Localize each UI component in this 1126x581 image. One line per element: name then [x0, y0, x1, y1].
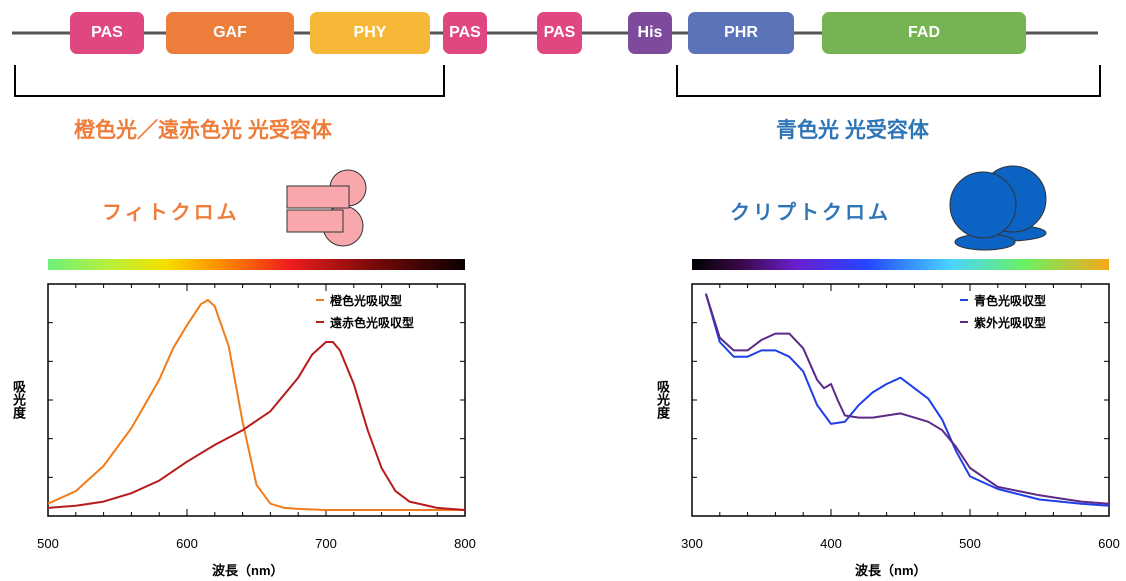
- legend-label: 青色光吸収型: [974, 293, 1047, 308]
- phytochrome-bracket: [14, 65, 445, 97]
- series-line: [704, 293, 1110, 505]
- domain-label: His: [637, 24, 663, 41]
- domain-fad: FAD: [822, 12, 1026, 54]
- series-line: [47, 341, 466, 511]
- domain-gaf: GAF: [166, 12, 294, 54]
- x-axis-label-right: 波長（nm）: [855, 563, 927, 578]
- legend-label: 橙色光吸収型: [330, 293, 403, 308]
- chart-cryptochrome: [691, 283, 1110, 517]
- x-tick-label: 800: [454, 536, 476, 551]
- series-line: [47, 299, 465, 511]
- legend-swatch: [960, 321, 968, 323]
- plot-frame: [691, 283, 1110, 517]
- x-tick-label: 500: [959, 536, 981, 551]
- x-tick-label: 700: [315, 536, 337, 551]
- cryptochrome-bracket: [676, 65, 1101, 97]
- legend-item: 紫外光吸収型: [960, 311, 1046, 333]
- x-tick-label: 600: [176, 536, 198, 551]
- domain-label: PAS: [543, 24, 576, 41]
- domain-phr: PHR: [688, 12, 794, 54]
- domain-label: PHY: [353, 24, 387, 41]
- legend-swatch: [960, 299, 968, 301]
- cryptochrome-name: クリプトクロム: [730, 202, 891, 224]
- legend-right: 青色光吸収型 紫外光吸収型: [960, 289, 1046, 333]
- domain-label: PAS: [449, 24, 481, 41]
- x-tick-label: 600: [1098, 536, 1120, 551]
- domain-label: GAF: [213, 24, 247, 41]
- domain-his: His: [628, 12, 672, 54]
- legend-label: 遠赤色光吸収型: [330, 315, 415, 330]
- cryptochrome-group-label: 青色光 光受容体: [776, 119, 929, 142]
- legend-item: 青色光吸収型: [960, 289, 1046, 311]
- domain-pas-2: PAS: [443, 12, 487, 54]
- domain-pas-3: PAS: [537, 12, 582, 54]
- domain-label: PHR: [724, 24, 758, 41]
- domain-phy: PHY: [310, 12, 430, 54]
- legend-swatch: [316, 299, 324, 301]
- legend-swatch: [316, 321, 324, 323]
- legend-label: 紫外光吸収型: [974, 315, 1047, 330]
- y-axis-label-left: 吸光度: [11, 380, 26, 419]
- x-tick-label: 500: [37, 536, 59, 551]
- phytochrome-group-label: 橙色光／遠赤色光 光受容体: [74, 119, 332, 142]
- domain-label: PAS: [91, 24, 123, 41]
- phytochrome-name: フィトクロム: [102, 202, 240, 224]
- y-axis-label-right: 吸光度: [655, 380, 670, 419]
- domain-pas-1: PAS: [70, 12, 144, 54]
- legend-left: 橙色光吸収型 遠赤色光吸収型: [316, 289, 414, 333]
- cryptochrome-icon: [949, 165, 1047, 251]
- spectrum-bar-right: [692, 259, 1109, 270]
- x-tick-label: 300: [681, 536, 703, 551]
- chart-phytochrome: [47, 283, 466, 517]
- legend-item: 遠赤色光吸収型: [316, 311, 414, 333]
- legend-item: 橙色光吸収型: [316, 289, 414, 311]
- x-tick-label: 400: [820, 536, 842, 551]
- phytochrome-icon: [286, 169, 367, 247]
- domain-label: FAD: [908, 24, 940, 41]
- x-axis-label-left: 波長（nm）: [212, 563, 284, 578]
- spectrum-bar-left: [48, 259, 465, 270]
- series-line: [704, 293, 1110, 507]
